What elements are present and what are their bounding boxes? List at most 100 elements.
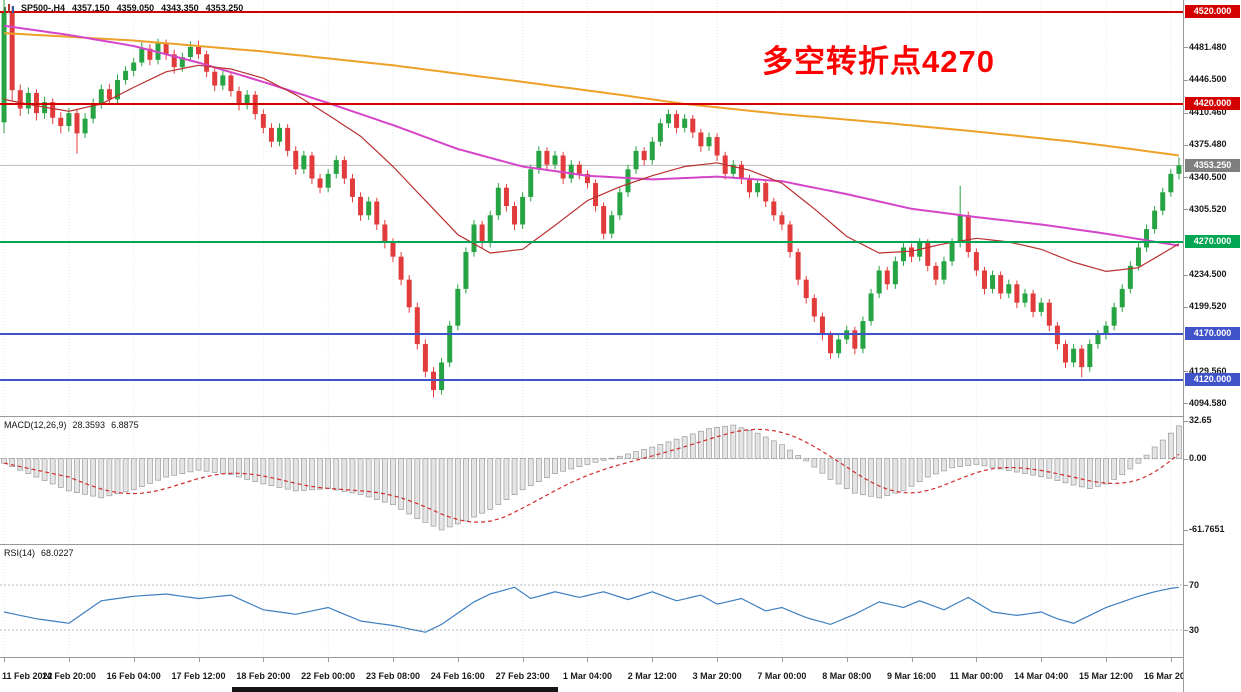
time-tick-mark (976, 658, 978, 662)
time-tick-label: 16 Feb 04:00 (106, 671, 161, 681)
time-tick-label: 27 Feb 23:00 (495, 671, 550, 681)
time-tick-mark (1106, 658, 1108, 662)
time-tick-mark (911, 658, 913, 662)
price-axis[interactable]: 4481.480 4446.500 4410.460 4375.480 4340.500… (1183, 0, 1241, 692)
time-tick-mark (68, 658, 70, 662)
vertical-grid-lines (3, 0, 1172, 416)
price-axis-tick-mark (1184, 177, 1188, 179)
rsi-name: RSI(14) (4, 548, 36, 558)
price-line-badge: 4520.000 (1185, 5, 1240, 19)
price-tick-label: 4481.480 (1189, 41, 1227, 52)
time-tick-mark (263, 658, 265, 662)
time-tick-label: 17 Feb 12:00 (171, 671, 226, 681)
time-tick-label: 18 Feb 20:00 (236, 671, 291, 681)
price-axis-tick-mark (1184, 274, 1188, 276)
main-chart-panel[interactable]: SP500-,H4 4357.150 4359.050 4343.350 435… (0, 0, 1183, 417)
macd-panel[interactable]: MACD(12,26,9) 28.3593 6.8875 (0, 417, 1183, 545)
macd-label: MACD(12,26,9) 28.3593 6.8875 (4, 420, 145, 430)
ma-medium-magenta-line (3, 24, 1180, 247)
price-axis-tick-mark (1184, 529, 1188, 531)
macd-axis-label: -61.7651 (1189, 524, 1225, 535)
time-tick-label: 8 Mar 08:00 (822, 671, 872, 681)
rsi-label: RSI(14) 68.0227 (4, 548, 80, 558)
time-axis[interactable]: 11 Feb 2022 14 Feb 20:00 16 Feb 04:00 17 Fe… (0, 657, 1241, 692)
time-tick-label: 1 Mar 04:00 (562, 671, 612, 681)
time-tick-mark (198, 658, 200, 662)
price-axis-tick-mark (1184, 306, 1188, 308)
time-tick-label: 3 Mar 20:00 (692, 671, 742, 681)
price-tick-label: 4446.500 (1189, 74, 1227, 85)
bar-low-value: 4343.350 (161, 3, 199, 13)
price-axis-tick-mark (1184, 47, 1188, 49)
price-tick-label: 4199.520 (1189, 301, 1227, 312)
time-tick-mark (846, 658, 848, 662)
time-tick-mark (587, 658, 589, 662)
time-tick-label: 7 Mar 00:00 (757, 671, 807, 681)
time-tick-label: 2 Mar 12:00 (627, 671, 677, 681)
time-tick-mark (522, 658, 524, 662)
time-tick-mark (133, 658, 135, 662)
macd-name: MACD(12,26,9) (4, 420, 67, 430)
price-tick-label: 4129.560 (1189, 365, 1227, 376)
time-tick-label: 23 Feb 08:00 (365, 671, 420, 681)
candles-layer (1, 0, 1182, 398)
ma-fast-red-line (3, 64, 1180, 273)
main-chart-svg[interactable] (0, 0, 1183, 416)
time-tick-mark (4, 658, 6, 662)
time-tick-mark (457, 658, 459, 662)
price-axis-tick-mark (1184, 585, 1188, 586)
macd-svg[interactable] (0, 417, 1183, 544)
price-tick-label: 4375.480 (1189, 139, 1227, 150)
bar-open-value: 4357.150 (72, 3, 110, 13)
chart-icon (4, 3, 14, 13)
symbol-timeframe-label: SP500-,H4 (21, 3, 66, 13)
bar-close-value: 4353.250 (205, 3, 244, 13)
rsi-svg[interactable] (0, 545, 1183, 657)
price-line-badge: 4420.000 (1185, 97, 1240, 111)
bottom-window-edge (232, 687, 558, 692)
time-tick-label: 11 Feb 2022 (2, 671, 53, 681)
macd-signal-line (3, 428, 1180, 523)
rsi-value: 68.0227 (41, 548, 74, 558)
macd-axis-label: 32.65 (1189, 415, 1212, 426)
price-line-badge: 4170.000 (1185, 327, 1240, 341)
price-tick-label: 4340.500 (1189, 171, 1227, 182)
current-price-badge: 4353.250 (1185, 158, 1240, 172)
time-tick-mark (1041, 658, 1043, 662)
price-axis-tick-mark (1184, 79, 1188, 81)
rsi-axis-label: 70 (1189, 579, 1200, 590)
macd-histogram (1, 424, 1182, 531)
price-axis-tick-mark (1184, 630, 1188, 631)
price-axis-tick-mark (1184, 144, 1188, 146)
annotation-text: 多空转折点4270 (762, 44, 995, 79)
time-tick-label: 14 Mar 04:00 (1014, 671, 1069, 681)
vertical-grid-lines (3, 417, 1172, 544)
rsi-panel[interactable]: RSI(14) 68.0227 (0, 545, 1183, 657)
price-tick-label: 4305.520 (1189, 203, 1227, 214)
macd-axis-label: 0.00 (1189, 453, 1207, 464)
time-tick-mark (392, 658, 394, 662)
price-axis-tick-mark (1184, 403, 1188, 405)
macd-main-value: 28.3593 (72, 420, 106, 430)
rsi-axis-label: 30 (1189, 624, 1200, 635)
macd-signal-value: 6.8875 (111, 420, 139, 430)
time-tick-mark (652, 658, 654, 662)
price-tick-label: 4410.460 (1189, 107, 1227, 118)
price-tick-label: 4234.500 (1189, 269, 1227, 280)
time-tick-label: 24 Feb 16:00 (430, 671, 485, 681)
price-tick-label: 4094.580 (1189, 397, 1227, 408)
time-tick-label: 22 Feb 00:00 (301, 671, 356, 681)
price-axis-tick-mark (1184, 371, 1188, 373)
time-tick-mark (328, 658, 330, 662)
price-axis-tick-mark (1184, 209, 1188, 211)
price-axis-tick-mark (1184, 420, 1188, 422)
rsi-line (3, 586, 1179, 633)
price-axis-tick-mark (1184, 458, 1188, 460)
time-tick-mark (781, 658, 783, 662)
time-tick-label: 14 Feb 20:00 (41, 671, 96, 681)
time-tick-mark (1170, 658, 1172, 662)
time-tick-label: 16 Mar 20:00 (1143, 671, 1198, 681)
time-tick-label: 9 Mar 16:00 (887, 671, 937, 681)
price-line-badge: 4120.000 (1185, 373, 1240, 387)
